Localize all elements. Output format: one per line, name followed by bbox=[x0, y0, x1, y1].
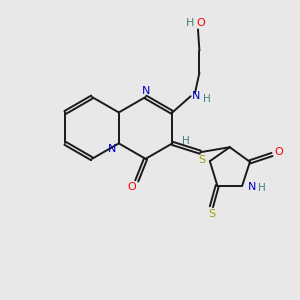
Text: S: S bbox=[198, 155, 205, 165]
Text: H: H bbox=[182, 136, 190, 146]
Text: H: H bbox=[203, 94, 211, 103]
Text: H: H bbox=[185, 18, 194, 28]
Text: O: O bbox=[196, 18, 205, 28]
Text: N: N bbox=[108, 144, 116, 154]
Text: O: O bbox=[274, 146, 283, 157]
Text: N: N bbox=[248, 182, 256, 192]
Text: N: N bbox=[141, 85, 150, 95]
Text: S: S bbox=[208, 209, 215, 219]
Text: N: N bbox=[192, 91, 200, 101]
Text: O: O bbox=[127, 182, 136, 192]
Text: H: H bbox=[258, 184, 266, 194]
